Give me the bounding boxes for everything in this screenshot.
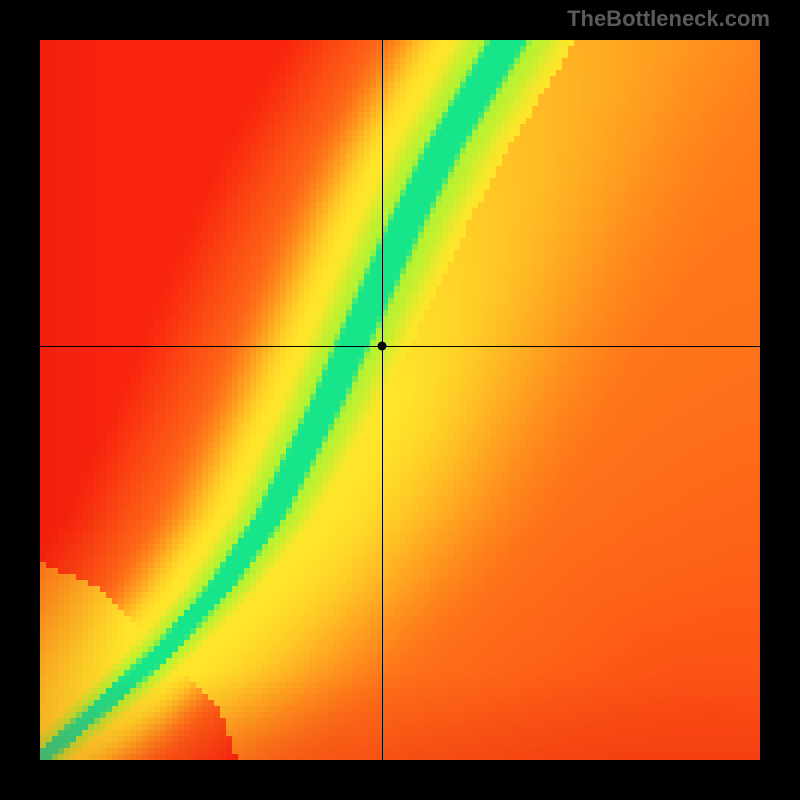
heatmap-plot bbox=[40, 40, 760, 760]
watermark-text: TheBottleneck.com bbox=[567, 6, 770, 32]
crosshair-horizontal bbox=[40, 346, 760, 347]
heatmap-canvas bbox=[40, 40, 760, 760]
crosshair-vertical bbox=[382, 40, 383, 760]
crosshair-marker bbox=[378, 342, 387, 351]
